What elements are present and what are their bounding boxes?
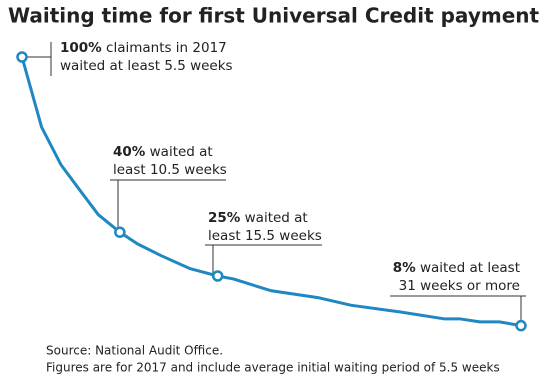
point-marker — [515, 319, 527, 332]
point-marker — [211, 270, 224, 282]
annotation-line2: waited at least 5.5 weeks — [60, 58, 233, 74]
annotation-line2: least 15.5 weeks — [208, 228, 322, 244]
chart-title: Waiting time for first Universal Credit … — [8, 4, 540, 28]
annotation-text: waited at — [245, 210, 308, 226]
annotation-bold: 100% — [60, 40, 102, 56]
annotation: 40% waited at — [113, 144, 213, 160]
annotation-text: claimants in 2017 — [106, 40, 227, 56]
annotation: 25% waited at — [208, 210, 308, 226]
annotation-bold: 25% — [208, 210, 241, 226]
point-marker — [16, 51, 28, 63]
note: Figures are for 2017 and include average… — [46, 361, 500, 375]
annotation: 8% waited at least — [393, 260, 520, 276]
annotation-line2: least 10.5 weeks — [113, 162, 227, 178]
point-marker — [114, 226, 126, 238]
annotation-line2: 31 weeks or more — [399, 278, 520, 294]
annotation: 100% claimants in 2017 — [60, 40, 227, 56]
annotation-text: waited at least — [420, 260, 520, 276]
annotation-bold: 40% — [113, 144, 146, 160]
annotation-bold: 8% — [393, 260, 416, 276]
annotation-text: waited at — [150, 144, 213, 160]
data-line — [20, 56, 522, 328]
source: Source: National Audit Office. — [46, 344, 223, 358]
